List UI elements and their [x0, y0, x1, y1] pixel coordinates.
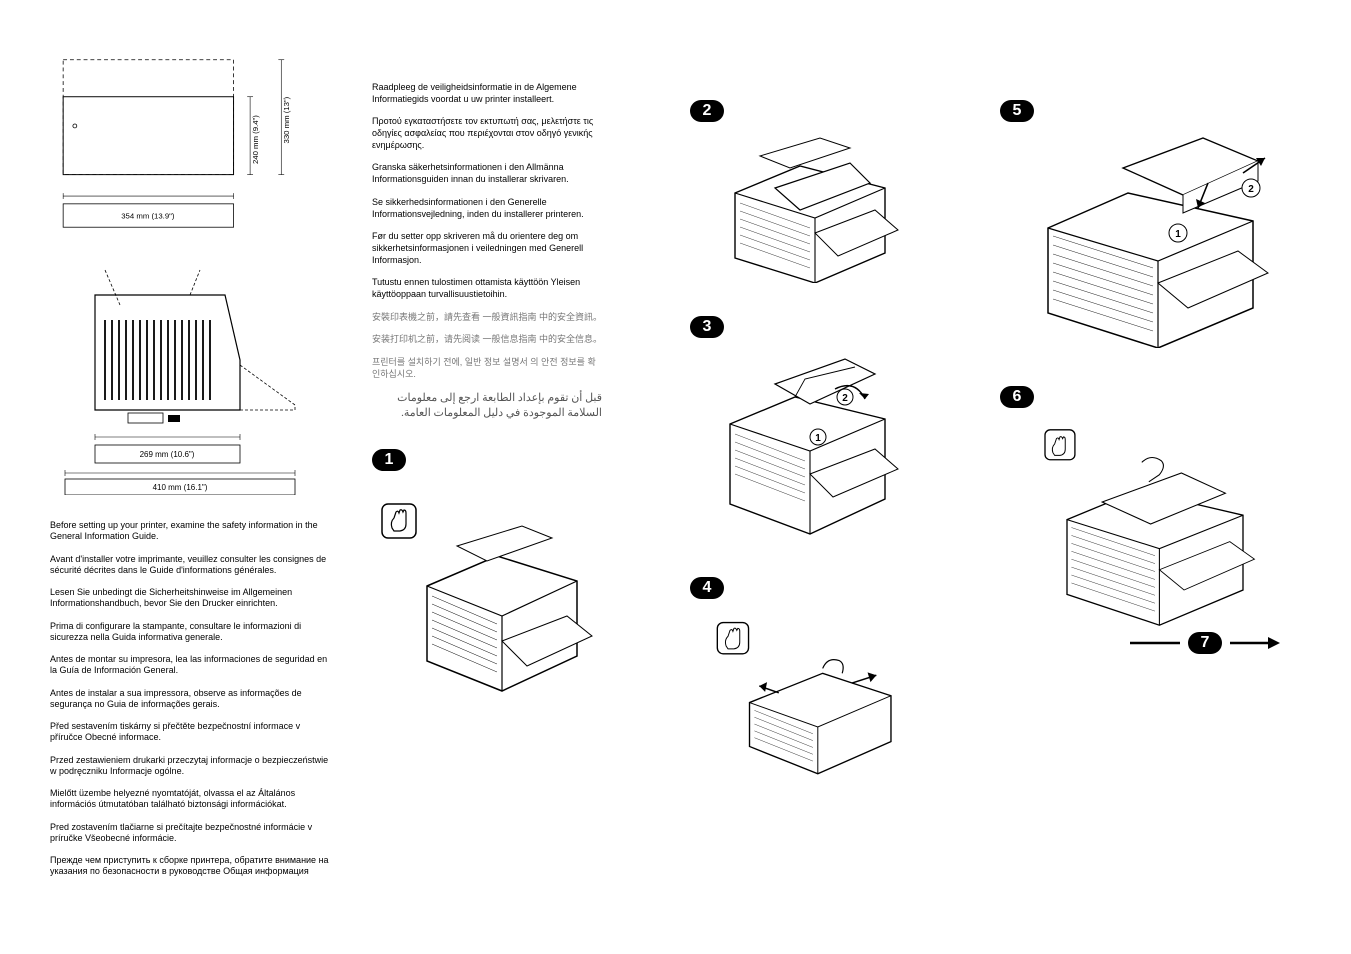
dim-height-outer: 330 mm (13") [282, 96, 291, 143]
safety-zh-tw: 安裝印表機之前，請先查看 一般資訊指南 中的安全資訊。 [372, 312, 602, 324]
safety-sv: Granska säkerhetsinformationen i den All… [372, 162, 602, 185]
svg-text:2: 2 [842, 393, 848, 404]
step-6-badge: 6 [1000, 386, 1034, 408]
safety-el: Προτού εγκαταστήσετε τον εκτυπωτή σας, μ… [372, 116, 602, 151]
step-1-badge: 1 [372, 449, 406, 471]
step-4-badge: 4 [690, 577, 724, 599]
safety-ru: Прежде чем приступить к сборке принтера,… [50, 855, 335, 878]
step-3-badge: 3 [690, 316, 724, 338]
safety-hu: Mielőtt üzembe helyezné nyomtatóját, olv… [50, 788, 335, 811]
safety-sk: Pred zostavením tlačiarne si prečítajte … [50, 822, 335, 845]
safety-text-list-left: Before setting up your printer, examine … [50, 520, 335, 878]
dim-height-inner: 240 mm (9.4") [251, 115, 260, 164]
safety-it: Prima di configurare la stampante, consu… [50, 621, 335, 644]
column-steps-2-3-4: 2 3 [690, 82, 930, 820]
safety-en: Before setting up your printer, examine … [50, 520, 335, 543]
dim-width-top: 354 mm (13.9") [121, 211, 175, 220]
dim-width-outer: 410 mm (16.1") [153, 483, 208, 492]
safety-ko: 프린터를 설치하기 전에, 일반 정보 설명서 의 안전 정보를 확인하십시오. [372, 357, 602, 380]
top-dimension-diagram: 240 mm (9.4") 330 mm (13") 354 mm (13.9"… [50, 50, 310, 235]
step-7-badge: 7 [1188, 632, 1222, 654]
step-3-illustration: 1 2 [710, 344, 910, 544]
column-steps-5-6-7: 5 1 2 [1000, 82, 1310, 654]
column-safety-continued: Raadpleeg de veiligheidsinformatie in de… [372, 82, 602, 696]
safety-fr: Avant d'installer votre imprimante, veui… [50, 554, 335, 577]
safety-fi: Tutustu ennen tulostimen ottamista käytt… [372, 277, 602, 300]
svg-text:1: 1 [1175, 229, 1181, 240]
step-5-illustration: 1 2 [1025, 128, 1285, 348]
safety-cs: Před sestavením tiskárny si přečtěte bez… [50, 721, 335, 744]
step-5-badge: 5 [1000, 100, 1034, 122]
safety-pt: Antes de instalar a sua impressora, obse… [50, 688, 335, 711]
safety-nl: Raadpleeg de veiligheidsinformatie in de… [372, 82, 602, 105]
safety-de: Lesen Sie unbedingt die Sicherheitshinwe… [50, 587, 335, 610]
step-2-badge: 2 [690, 100, 724, 122]
svg-text:2: 2 [1248, 184, 1254, 195]
safety-da: Se sikkerhedsinformationen i den Generel… [372, 197, 602, 220]
dim-width-inner: 269 mm (10.6") [140, 450, 195, 459]
step-6-illustration [1025, 414, 1285, 634]
step-4-illustration [710, 605, 910, 805]
step-1-illustration [372, 486, 602, 696]
safety-ar: قبل أن تقوم بإعداد الطابعة ارجع إلى معلو… [372, 391, 602, 420]
bottom-dimension-diagram: 269 mm (10.6") 410 mm (16.1") [50, 265, 310, 495]
svg-text:1: 1 [815, 433, 821, 444]
safety-es: Antes de montar su impresora, lea las in… [50, 654, 335, 677]
step-2-illustration [710, 128, 910, 283]
column-dimensions-and-safety: 240 mm (9.4") 330 mm (13") 354 mm (13.9"… [50, 50, 335, 889]
step-7-continuation-arrow: 7 [1130, 632, 1280, 654]
safety-no: Før du setter opp skriveren må du orient… [372, 231, 602, 266]
safety-zh-cn: 安装打印机之前，请先阅读 一般信息指南 中的安全信息。 [372, 334, 602, 346]
safety-pl: Przed zestawieniem drukarki przeczytaj i… [50, 755, 335, 778]
